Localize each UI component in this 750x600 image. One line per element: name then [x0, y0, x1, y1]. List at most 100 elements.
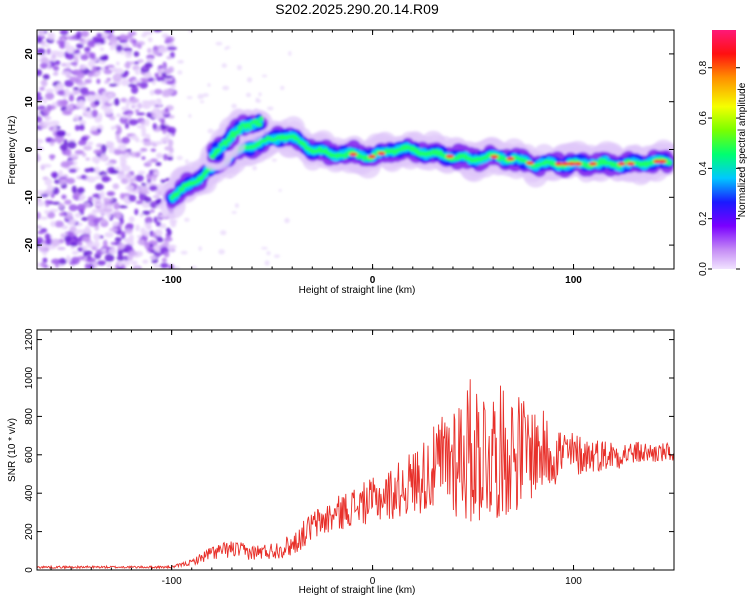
noise-blob	[40, 62, 48, 69]
noise-blob	[37, 116, 43, 124]
noise-blob	[255, 97, 260, 103]
noise-blob	[60, 161, 71, 168]
noise-blob	[142, 79, 150, 83]
noise-blob	[110, 125, 116, 131]
noise-blob	[162, 136, 170, 142]
noise-blob	[37, 138, 42, 143]
noise-blob	[147, 47, 152, 54]
noise-blob	[37, 48, 46, 55]
colorbar-tick-label: 0.4	[698, 161, 709, 175]
noise-blob	[74, 124, 80, 131]
noise-blob	[42, 108, 51, 115]
noise-blob	[67, 140, 77, 149]
noise-blob	[131, 79, 141, 84]
noise-blob	[86, 91, 96, 96]
noise-blob	[202, 93, 209, 97]
noise-blob	[135, 112, 146, 116]
noise-blob	[95, 183, 104, 191]
ridge-blob	[667, 160, 673, 166]
noise-blob	[86, 214, 96, 221]
ridge-blob	[180, 186, 185, 192]
noise-blob	[73, 56, 79, 65]
noise-blob	[88, 51, 94, 59]
noise-blob	[288, 51, 292, 56]
noise-blob	[40, 193, 49, 198]
noise-blob	[94, 166, 100, 175]
ridge-peak	[377, 151, 386, 156]
noise-blob	[115, 113, 122, 118]
noise-blob	[80, 106, 88, 110]
ridge-blob	[255, 119, 260, 123]
noise-blob	[141, 156, 146, 161]
noise-blob	[44, 200, 54, 204]
noise-blob	[147, 77, 155, 82]
ridge-blob	[177, 190, 181, 195]
noise-blob	[141, 126, 147, 135]
noise-blob	[155, 162, 162, 167]
figure-title: S202.2025.290.20.14.R09	[275, 1, 439, 17]
noise-blob	[128, 216, 135, 223]
noise-blob	[234, 203, 239, 208]
noise-blob	[79, 124, 85, 131]
noise-blob	[78, 100, 86, 107]
noise-blob	[37, 95, 43, 102]
noise-blob	[77, 187, 85, 194]
noise-blob	[159, 223, 167, 229]
noise-blob	[153, 252, 162, 257]
ridge-blob	[227, 138, 232, 143]
noise-blob	[109, 35, 118, 44]
y-tick-label: 400	[24, 484, 35, 501]
noise-blob	[65, 177, 76, 185]
noise-blob	[146, 112, 152, 118]
noise-blob	[43, 189, 54, 196]
colorbar-ticks: 0.0 0.2 0.4 0.6 0.8	[698, 60, 740, 276]
ridge-peak	[506, 156, 515, 161]
noise-blob	[103, 69, 113, 75]
noise-blob	[144, 196, 152, 203]
noise-blob	[50, 220, 56, 227]
noise-blob	[78, 197, 84, 202]
noise-blob	[109, 115, 116, 121]
y-tick-label: 800	[24, 408, 35, 425]
noise-blob	[252, 165, 257, 171]
noise-blob	[261, 74, 268, 78]
colorbar-tick-label: 0.0	[698, 262, 709, 276]
noise-blob	[124, 228, 133, 235]
noise-blob	[186, 96, 193, 100]
noise-blob	[147, 37, 153, 43]
noise-blob	[76, 203, 86, 212]
noise-blob	[101, 175, 111, 183]
colorbar-tick-label: 0.2	[698, 211, 709, 225]
noise-blob	[67, 104, 74, 109]
x-tick-label: 0	[370, 275, 376, 286]
noise-blob	[198, 246, 202, 251]
noise-blob	[119, 192, 125, 200]
noise-blob	[52, 124, 58, 132]
noise-blob	[79, 87, 89, 95]
noise-blob	[68, 94, 75, 102]
noise-blob	[61, 225, 69, 230]
noise-blob	[165, 133, 173, 137]
noise-blob	[122, 47, 133, 51]
noise-blob	[80, 136, 89, 141]
noise-blob	[100, 153, 107, 161]
ridge-peak	[561, 162, 570, 166]
noise-blob	[153, 30, 163, 33]
noise-blob	[106, 64, 115, 68]
ridge-blob	[236, 129, 241, 135]
noise-blob	[140, 148, 148, 152]
noise-blob	[120, 158, 127, 166]
noise-blob	[177, 60, 184, 64]
y-tick-label: -20	[24, 237, 35, 252]
ridge-peak	[555, 162, 564, 166]
noise-blob	[117, 261, 123, 268]
snr-series-line	[37, 379, 674, 570]
noise-blob	[108, 83, 118, 87]
noise-blob	[218, 249, 225, 255]
noise-blob	[128, 119, 139, 126]
noise-blob	[122, 260, 131, 266]
ridge-blob	[665, 157, 669, 162]
noise-blob	[46, 185, 55, 192]
